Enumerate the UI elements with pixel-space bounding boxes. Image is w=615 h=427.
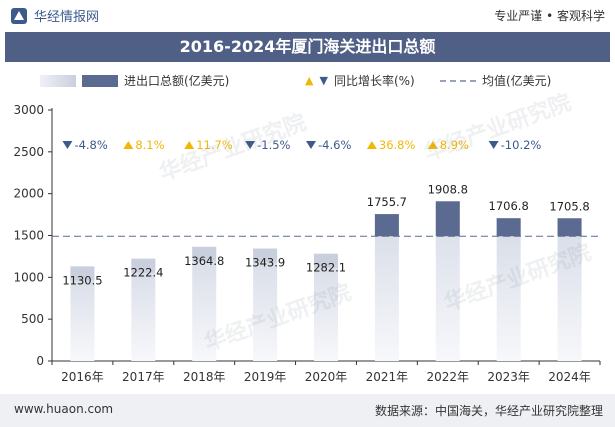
bar <box>557 218 582 361</box>
bar-above-average <box>557 218 582 237</box>
legend-item-bar: 进出口总额(亿美元) <box>40 72 229 89</box>
bars <box>70 201 582 361</box>
bar <box>192 246 217 361</box>
legend-growth-label: 同比增长率(%) <box>333 74 415 88</box>
bar <box>314 253 338 361</box>
x-tick-label: 2022年 <box>427 370 470 384</box>
legend-bar-label: 进出口总额(亿美元) <box>124 74 230 88</box>
bar <box>374 214 399 361</box>
value-label: 1343.9 <box>245 256 285 270</box>
value-label: 1130.5 <box>62 273 102 287</box>
slogan: 专业严谨 • 客观科学 <box>494 9 605 23</box>
brand-logo-icon <box>11 7 27 24</box>
footer-url[interactable]: www.huaon.com <box>14 402 114 416</box>
legend-bar-swatch <box>40 74 76 87</box>
bar-above-average <box>435 201 460 237</box>
value-label: 1755.7 <box>367 195 407 209</box>
y-tick-label: 1500 <box>13 229 44 243</box>
growth-markers: -4.8% 8.1% 11.7% -1.5% -4.6% 36.8% 8.9% -10.2% <box>62 138 541 152</box>
chart: 0 500 1000 1500 2000 2500 3000 2016年 2017年 2018年… <box>13 103 601 384</box>
x-tick-label: 2024年 <box>548 370 591 384</box>
legend-bar-swatch-dark <box>82 74 118 87</box>
growth-label: 36.8% <box>379 138 416 152</box>
growth-label: -4.6% <box>318 138 351 152</box>
top-bar: 华经情报网 专业严谨 • 客观科学 <box>0 0 615 30</box>
bar-cap <box>70 266 95 281</box>
bar-cap <box>192 246 217 261</box>
growth-up-marker <box>184 141 195 149</box>
brand-name: 华经情报网 <box>34 10 100 25</box>
growth-label: -10.2% <box>501 138 542 152</box>
brand[interactable]: 华经情报网 <box>10 6 99 25</box>
growth-label: 8.1% <box>135 138 164 152</box>
legend: 进出口总额(亿美元) ▲ ▼ 同比增长率(%) 均值(亿美元) <box>40 72 600 92</box>
growth-label: -1.5% <box>257 138 290 152</box>
growth-label: -4.8% <box>74 138 107 152</box>
dashed-line-icon <box>440 79 476 82</box>
footer: www.huaon.com 数据来源：中国海关，华经产业研究院整理 <box>0 394 615 427</box>
y-tick-label: 2500 <box>13 145 44 159</box>
bar <box>253 248 278 361</box>
y-axis: 0 500 1000 1500 2000 2500 3000 <box>13 103 53 368</box>
bar-above-average <box>496 218 521 237</box>
value-label: 1364.8 <box>184 254 224 268</box>
bar-cap <box>314 253 338 268</box>
growth-down-marker <box>62 141 73 149</box>
growth-up-marker <box>427 141 438 149</box>
x-axis: 2016年 2017年 2018年 2019年 2020年 2021年 2022年 2023年… <box>51 360 601 384</box>
x-tick-label: 2019年 <box>244 370 287 384</box>
growth-down-marker <box>245 141 256 149</box>
legend-item-growth: ▲ ▼ 同比增长率(%) <box>305 72 415 89</box>
value-labels: 1130.5 1222.4 1364.8 1343.9 1282.1 1755.7 1908… <box>62 182 589 287</box>
value-label: 1706.8 <box>489 199 529 213</box>
growth-up-marker <box>366 141 377 149</box>
y-tick-label: 0 <box>36 354 44 368</box>
y-tick-label: 500 <box>21 312 44 326</box>
bar-cap <box>253 248 278 263</box>
bar <box>131 258 156 361</box>
x-tick-label: 2016年 <box>61 370 104 384</box>
chart-title: 2016-2024年厦门海关进出口总额 <box>5 32 610 62</box>
value-label: 1908.8 <box>428 182 468 196</box>
bar <box>70 266 95 361</box>
triangle-down-icon: ▼ <box>319 74 328 87</box>
footer-source: 数据来源：中国海关，华经产业研究院整理 <box>374 404 603 418</box>
value-label: 1282.1 <box>306 261 346 275</box>
y-tick-label: 1000 <box>13 270 44 284</box>
bar-cap <box>131 258 156 273</box>
bar <box>496 218 521 361</box>
bar-above-average <box>374 214 399 237</box>
legend-avg-label: 均值(亿美元) <box>482 74 552 88</box>
value-label: 1222.4 <box>123 266 163 280</box>
triangle-up-icon: ▲ <box>305 74 314 87</box>
x-tick-label: 2023年 <box>487 370 530 384</box>
growth-up-marker <box>123 141 134 149</box>
growth-label: 11.7% <box>196 138 233 152</box>
growth-down-marker <box>488 141 499 149</box>
x-tick-label: 2021年 <box>366 370 409 384</box>
x-tick-label: 2020年 <box>305 370 348 384</box>
value-label: 1705.8 <box>549 199 589 213</box>
x-tick-label: 2018年 <box>183 370 226 384</box>
legend-item-avg: 均值(亿美元) <box>440 72 551 89</box>
growth-down-marker <box>306 141 316 149</box>
y-tick-label: 2000 <box>13 187 44 201</box>
y-tick-label: 3000 <box>13 103 44 117</box>
x-tick-label: 2017年 <box>122 370 165 384</box>
growth-label: 8.9% <box>440 138 469 152</box>
